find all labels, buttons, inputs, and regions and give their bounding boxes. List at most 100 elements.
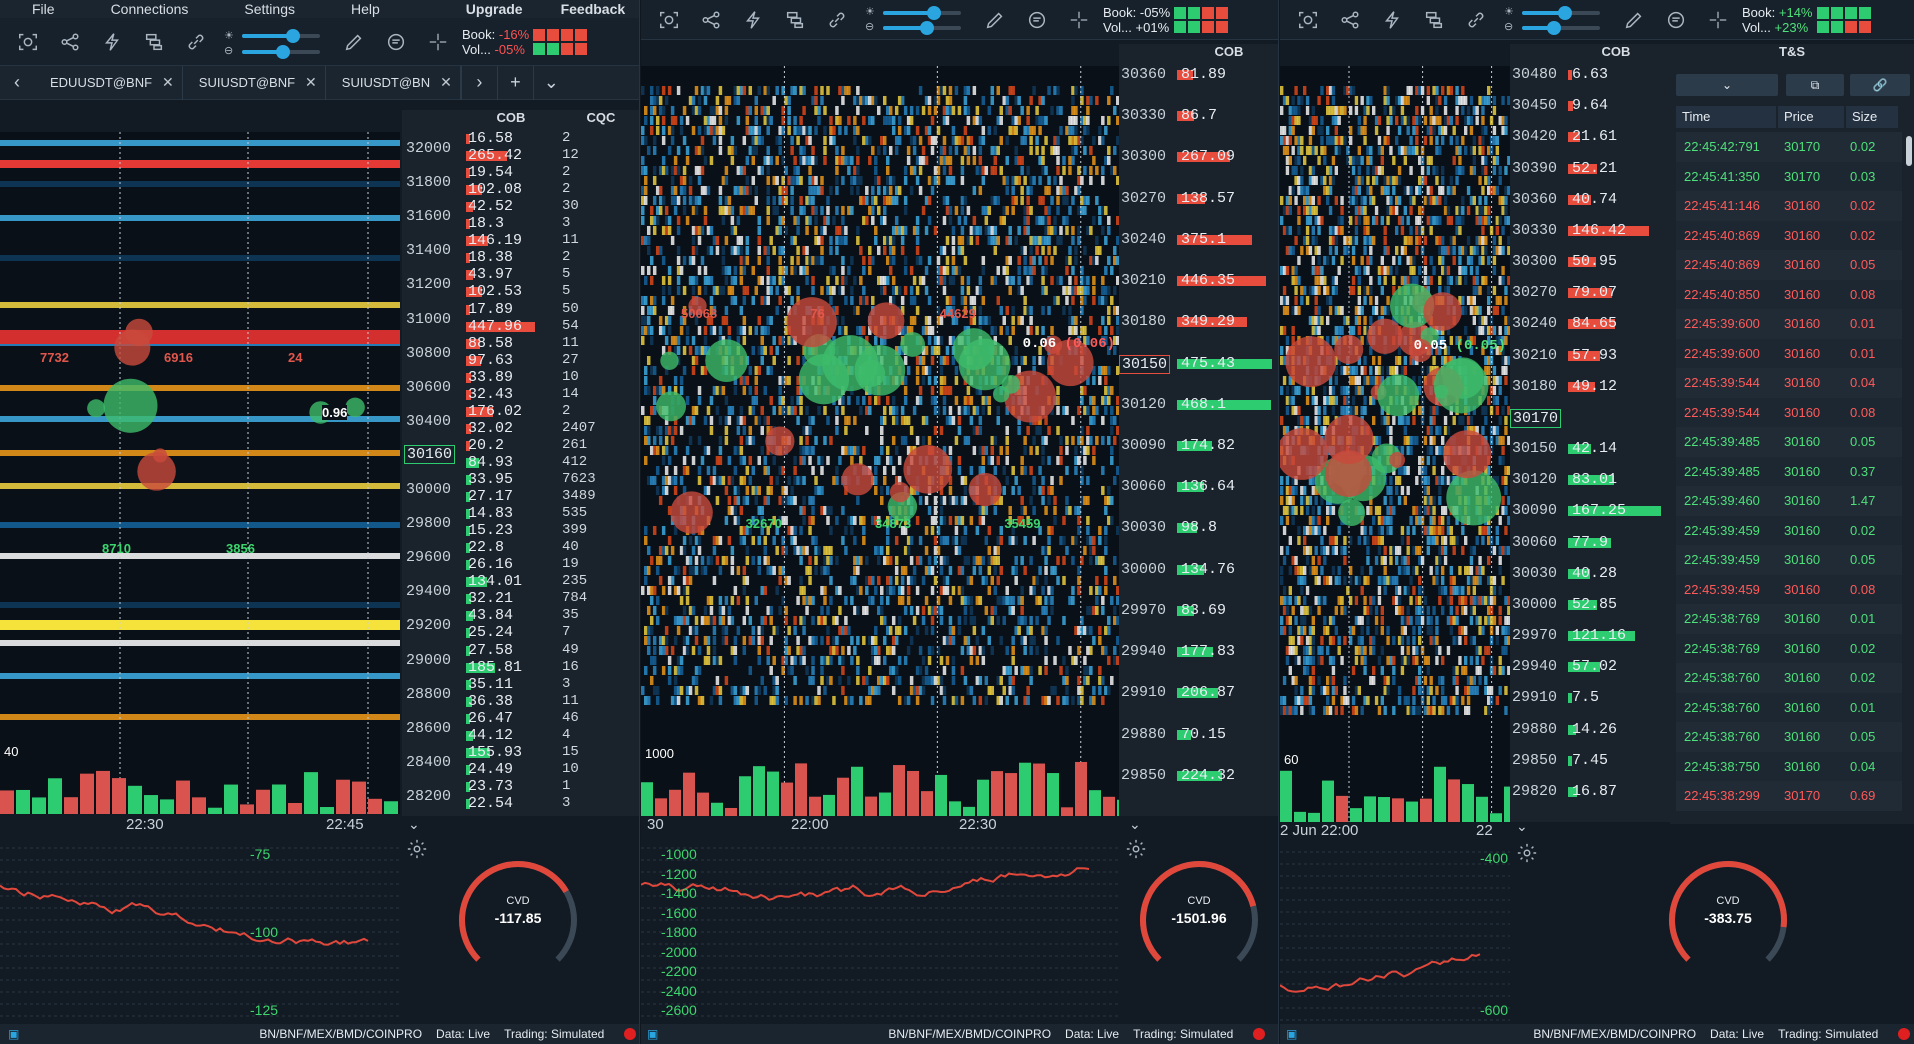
tab-suiusdt-bn[interactable]: SUIUSDT@BN ✕ — [326, 65, 461, 100]
toolbar: ☀ ⊖ Book: +14% Vol... +23% — [1280, 0, 1914, 40]
liquidity-cell — [799, 436, 803, 445]
gear-icon[interactable] — [1125, 838, 1147, 860]
comment-icon[interactable] — [1023, 6, 1051, 34]
liquidity-cell — [1305, 226, 1310, 235]
pencil-icon[interactable] — [981, 6, 1009, 34]
menu-file[interactable]: File — [32, 1, 55, 17]
liquidity-cell — [996, 406, 1000, 415]
liquidity-cell — [1351, 256, 1356, 265]
layers-icon[interactable] — [781, 6, 809, 34]
cob-value: 15.23 — [468, 522, 514, 540]
liquidity-cell — [987, 586, 992, 595]
share-icon[interactable] — [56, 28, 84, 56]
liquidity-cell — [826, 656, 830, 665]
liquidity-cell — [990, 616, 995, 625]
liquidity-cell — [939, 356, 944, 365]
contrast-slider[interactable] — [883, 20, 961, 35]
menu-connections[interactable]: Connections — [110, 1, 189, 17]
liquidity-cell — [805, 156, 809, 165]
liquidity-cell — [969, 596, 974, 605]
liquidity-cell — [673, 566, 678, 575]
chevron-down-icon[interactable]: ⌄ — [408, 816, 420, 832]
drawing-icon[interactable] — [1378, 6, 1406, 34]
link-icon[interactable] — [823, 6, 851, 34]
liquidity-cell — [1349, 156, 1353, 165]
drawing-icon[interactable] — [739, 6, 767, 34]
cob-depth-bar — [466, 236, 489, 247]
chevron-down-icon[interactable]: ⌄ — [1129, 816, 1141, 832]
upgrade-link[interactable]: Upgrade — [465, 1, 523, 17]
liquidity-cell — [978, 156, 983, 165]
heatmap-chart[interactable]: 1000 50068 32670 76 34873 44629 35459 0.06 (0.0… — [641, 66, 1119, 816]
liquidity-cell — [951, 636, 956, 645]
crosshair-icon[interactable] — [1065, 6, 1093, 34]
brightness-slider[interactable] — [883, 5, 961, 20]
cob-depth-bar — [466, 287, 482, 298]
liquidity-cell — [1360, 566, 1364, 575]
info-icon[interactable]: ▣ — [647, 1027, 659, 1041]
liquidity-cell — [963, 436, 968, 445]
liquidity-cell — [885, 166, 890, 175]
liquidity-cell — [1357, 166, 1361, 175]
heatmap-chart[interactable]: 60 0.05 (0.05) — [1280, 66, 1510, 822]
feedback-link[interactable]: Feedback — [560, 1, 626, 17]
info-icon[interactable]: ▣ — [8, 1027, 20, 1041]
contrast-slider[interactable] — [242, 44, 320, 59]
brightness-slider[interactable] — [242, 28, 320, 43]
liquidity-cell — [984, 606, 989, 615]
contrast-slider[interactable] — [1522, 20, 1600, 35]
screenshot-icon[interactable] — [1294, 6, 1322, 34]
drawing-icon[interactable] — [98, 28, 126, 56]
close-icon[interactable]: ✕ — [305, 74, 317, 90]
liquidity-cell — [942, 556, 947, 565]
order-book-ladder[interactable]: COB CQC 16.58 2 265.42 12 19.54 2 102.08 2 42.52… — [402, 110, 639, 816]
liquidity-cell — [951, 586, 956, 595]
crosshair-icon[interactable] — [1704, 6, 1732, 34]
liquidity-cell — [661, 276, 666, 285]
close-icon[interactable]: ✕ — [162, 74, 174, 90]
liquidity-cell — [793, 616, 797, 625]
close-icon[interactable]: ✕ — [440, 74, 452, 90]
comment-icon[interactable] — [382, 28, 410, 56]
heatmap-chart[interactable]: 40 7732 8710 6916 3856 24 0.96 — [0, 132, 400, 814]
crosshair-icon[interactable] — [424, 28, 452, 56]
screenshot-icon[interactable] — [655, 6, 683, 34]
liquidity-cell — [730, 406, 735, 415]
link-icon[interactable] — [1462, 6, 1490, 34]
gear-icon[interactable] — [406, 838, 428, 860]
liquidity-cell — [697, 236, 702, 245]
tabs-prev-button[interactable]: ‹ — [14, 72, 20, 92]
liquidity-cell — [667, 146, 672, 155]
pencil-icon[interactable] — [1620, 6, 1648, 34]
share-icon[interactable] — [697, 6, 725, 34]
menu-settings[interactable]: Settings — [244, 1, 295, 17]
liquidity-cell — [1044, 506, 1048, 515]
tab-suiusdt-bnf[interactable]: SUIUSDT@BNF ✕ — [183, 65, 326, 100]
liquidity-cell — [1017, 116, 1021, 125]
comment-icon[interactable] — [1662, 6, 1690, 34]
layers-icon[interactable] — [1420, 6, 1448, 34]
tab-eduusdt[interactable]: EDUUSDT@BNF ✕ — [34, 65, 183, 100]
liquidity-cell — [652, 106, 657, 115]
layers-icon[interactable] — [140, 28, 168, 56]
liquidity-cell — [894, 286, 899, 295]
tabs-next-button[interactable]: › — [460, 65, 497, 100]
liquidity-cell — [718, 416, 723, 425]
brightness-slider[interactable] — [1522, 5, 1600, 20]
add-tab-button[interactable]: + — [496, 65, 533, 100]
menu-help[interactable]: Help — [350, 1, 380, 17]
liquidity-cell — [984, 696, 989, 705]
share-icon[interactable] — [1336, 6, 1364, 34]
order-book-ladder[interactable]: COB 30360 81.89 30330 86.7 30300 267.09 30270 1… — [1119, 44, 1278, 816]
tabs-menu-button[interactable]: ⌄ — [532, 65, 569, 100]
liquidity-cell — [936, 256, 941, 265]
liquidity-cell — [1294, 406, 1298, 415]
liquidity-cell — [1110, 516, 1114, 525]
link-icon[interactable] — [182, 28, 210, 56]
screenshot-icon[interactable] — [14, 28, 42, 56]
pencil-icon[interactable] — [340, 28, 368, 56]
liquidity-cell — [912, 146, 917, 155]
liquidity-cell — [1354, 406, 1359, 415]
liquidity-cell — [733, 516, 738, 525]
liquidity-cell — [891, 436, 896, 445]
